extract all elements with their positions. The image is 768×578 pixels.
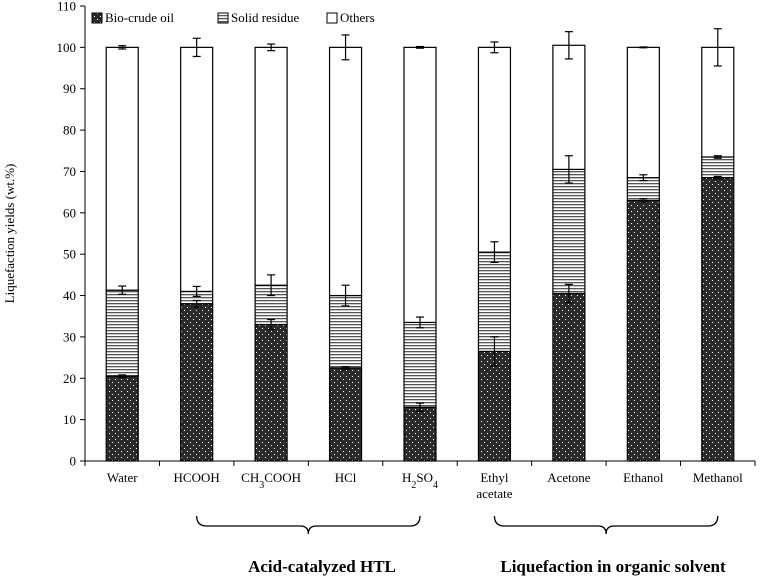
bar-segment (403, 46, 437, 324)
bar-segment (626, 46, 660, 179)
legend-label: Solid residue (231, 10, 299, 25)
bar-segment (403, 406, 437, 462)
bar-segment (105, 46, 139, 291)
legend-swatch (217, 12, 229, 24)
y-tick-label: 30 (63, 329, 76, 344)
legend-swatch (91, 12, 103, 24)
group-bracket (196, 515, 421, 535)
y-tick-label: 60 (63, 205, 76, 220)
bar-segment (477, 350, 512, 462)
y-tick-label: 80 (63, 123, 76, 138)
x-tick-label: CH3COOH (241, 470, 301, 491)
bar-segment (254, 323, 288, 462)
bar-segment (328, 367, 363, 462)
bar-segment (254, 46, 288, 286)
bar-segment (477, 46, 512, 253)
x-tick-label: Methanol (693, 470, 743, 485)
y-tick-label: 70 (63, 164, 76, 179)
x-tick-label: HCl (335, 470, 357, 485)
bar-segment (105, 375, 139, 462)
bar-segment (328, 46, 363, 297)
y-tick-label: 50 (63, 247, 76, 262)
error-bars (118, 28, 722, 412)
x-tick-label: HCOOH (174, 470, 220, 485)
bar-segment (403, 321, 437, 408)
bar-segment (701, 156, 735, 179)
bar-segment (552, 168, 586, 295)
y-tick-label: 20 (63, 371, 76, 386)
group-label: Acid-catalyzed HTL (248, 557, 396, 576)
axes: 0 10 20 30 40 50 60 70 80 90 100 110 Liquefaction yi… (2, 0, 756, 469)
bar-segment (105, 289, 139, 377)
y-tick-label: 10 (63, 412, 76, 427)
legend-label: Others (340, 10, 375, 25)
y-tick-label: 100 (57, 40, 77, 55)
x-tick-label: H2SO4 (402, 470, 438, 491)
y-tick-label: 40 (63, 288, 76, 303)
bar-segment (552, 44, 586, 170)
bar-segment (180, 46, 214, 293)
y-tick-label: 0 (70, 454, 77, 469)
legend: Bio-crude oil Solid residue Others (91, 10, 375, 25)
y-axis-title: Liquefaction yields (wt.%) (2, 164, 17, 304)
legend-swatch (326, 12, 338, 24)
y-tick-label: 90 (63, 81, 76, 96)
bar-segment (328, 294, 363, 369)
group-annotations: Acid-catalyzed HTL Liquefaction in organi… (196, 515, 726, 576)
group-label: Liquefaction in organic solvent (500, 557, 726, 576)
x-tick-label: Ethanol (623, 470, 664, 485)
bar-segment (552, 292, 586, 462)
x-tick-label: Ethyl (480, 470, 509, 485)
x-tick-label: Water (107, 470, 138, 485)
bar-segment (626, 199, 660, 462)
bar-segment (701, 177, 735, 462)
legend-label: Bio-crude oil (105, 10, 174, 25)
group-bracket (493, 515, 719, 535)
bar-segment (180, 303, 214, 462)
x-tick-label: acetate (476, 486, 512, 501)
y-tick-label: 110 (57, 0, 76, 14)
bars (105, 44, 735, 462)
x-tick-label: Acetone (547, 470, 591, 485)
